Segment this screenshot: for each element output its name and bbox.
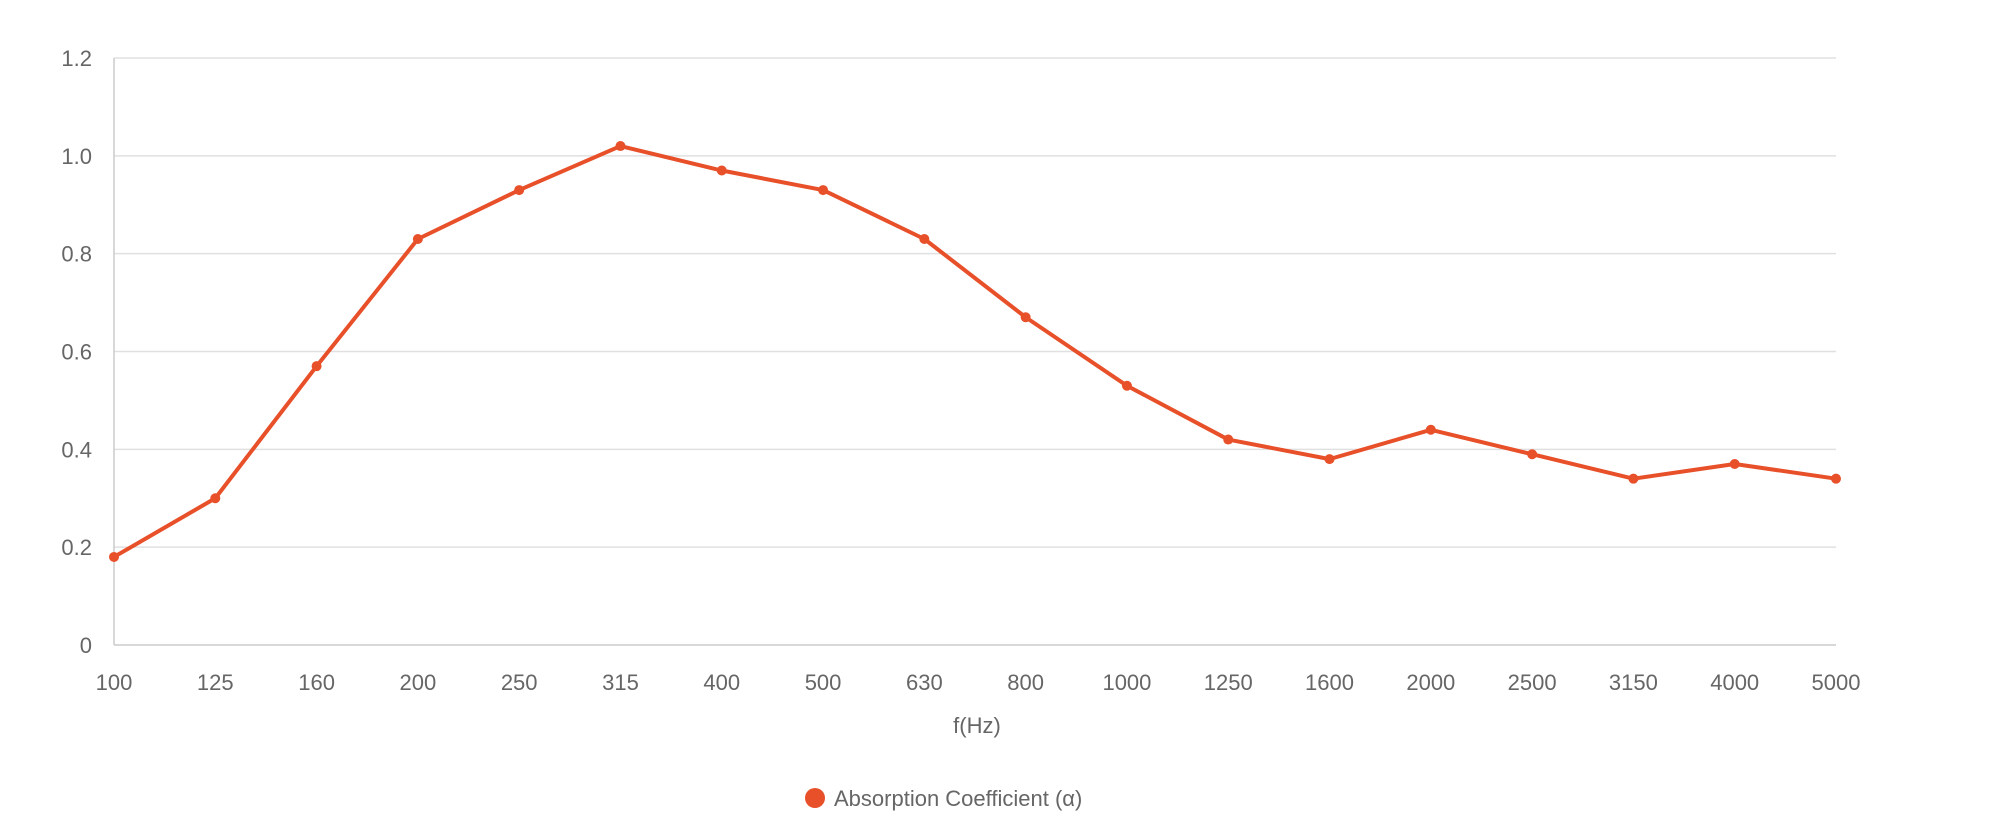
data-point[interactable] — [716, 165, 727, 176]
data-point[interactable] — [919, 233, 930, 244]
data-point[interactable] — [1425, 424, 1436, 435]
x-tick-label: 500 — [805, 670, 842, 695]
x-tick-label: 5000 — [1812, 670, 1861, 695]
y-tick-label: 0.4 — [61, 437, 92, 462]
data-point[interactable] — [1729, 459, 1740, 470]
y-tick-label: 1.2 — [61, 46, 92, 71]
x-tick-label: 125 — [197, 670, 234, 695]
data-point[interactable] — [311, 361, 322, 372]
y-axis-tick-labels: 0 0.2 0.4 0.6 0.8 1.0 1.2 — [61, 46, 92, 658]
x-tick-label: 315 — [602, 670, 639, 695]
data-point[interactable] — [1020, 312, 1031, 323]
data-point[interactable] — [818, 185, 829, 196]
y-tick-label: 1.0 — [61, 144, 92, 169]
x-tick-label: 1600 — [1305, 670, 1354, 695]
data-point[interactable] — [1223, 434, 1234, 445]
x-tick-label: 1250 — [1204, 670, 1253, 695]
data-point[interactable] — [1831, 473, 1841, 484]
x-tick-label: 4000 — [1710, 670, 1759, 695]
data-point[interactable] — [109, 551, 119, 562]
axes — [113, 58, 1836, 646]
y-tick-label: 0.8 — [61, 242, 92, 267]
legend-marker — [805, 788, 825, 808]
x-tick-label: 3150 — [1609, 670, 1658, 695]
x-axis-tick-labels: 100 125 160 200 250 315 400 500 630 800 1000 1250 16… — [96, 670, 1861, 695]
data-point[interactable] — [514, 185, 525, 196]
x-tick-label: 630 — [906, 670, 943, 695]
data-point[interactable] — [1121, 380, 1132, 391]
data-point[interactable] — [1527, 449, 1538, 460]
series-line — [112, 144, 1838, 559]
data-point[interactable] — [210, 493, 221, 504]
data-point[interactable] — [615, 141, 626, 152]
x-tick-label: 400 — [703, 670, 740, 695]
series — [109, 141, 1841, 562]
legend-label: Absorption Coefficient (α) — [834, 786, 1082, 811]
x-axis-title: f(Hz) — [953, 713, 1001, 738]
y-tick-label: 0 — [80, 633, 92, 658]
x-tick-label: 2000 — [1406, 670, 1455, 695]
data-point[interactable] — [1628, 473, 1639, 484]
x-tick-label: 1000 — [1102, 670, 1151, 695]
y-tick-label: 0.2 — [61, 535, 92, 560]
x-tick-label: 800 — [1007, 670, 1044, 695]
x-tick-label: 160 — [298, 670, 335, 695]
legend[interactable]: Absorption Coefficient (α) — [805, 786, 1082, 811]
data-point[interactable] — [412, 233, 423, 244]
x-tick-label: 250 — [501, 670, 538, 695]
x-tick-label: 100 — [96, 670, 133, 695]
y-tick-label: 0.6 — [61, 340, 92, 365]
x-tick-label: 200 — [400, 670, 437, 695]
x-tick-label: 2500 — [1508, 670, 1557, 695]
grid-lines — [114, 57, 1836, 548]
data-point[interactable] — [1324, 454, 1335, 465]
